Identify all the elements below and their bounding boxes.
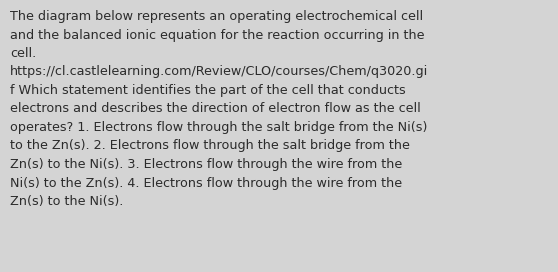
Text: to the Zn(s). 2. Electrons flow through the salt bridge from the: to the Zn(s). 2. Electrons flow through …	[10, 140, 410, 153]
Text: https://cl.castlelearning.com/Review/CLO/courses/Chem/q3020.gi: https://cl.castlelearning.com/Review/CLO…	[10, 66, 428, 79]
Text: electrons and describes the direction of electron flow as the cell: electrons and describes the direction of…	[10, 103, 421, 116]
Text: Zn(s) to the Ni(s).: Zn(s) to the Ni(s).	[10, 195, 123, 208]
Text: Ni(s) to the Zn(s). 4. Electrons flow through the wire from the: Ni(s) to the Zn(s). 4. Electrons flow th…	[10, 177, 402, 190]
Text: and the balanced ionic equation for the reaction occurring in the: and the balanced ionic equation for the …	[10, 29, 425, 42]
Text: cell.: cell.	[10, 47, 36, 60]
Text: Zn(s) to the Ni(s). 3. Electrons flow through the wire from the: Zn(s) to the Ni(s). 3. Electrons flow th…	[10, 158, 402, 171]
Text: f Which statement identifies the part of the cell that conducts: f Which statement identifies the part of…	[10, 84, 406, 97]
Text: operates? 1. Electrons flow through the salt bridge from the Ni(s): operates? 1. Electrons flow through the …	[10, 121, 427, 134]
Text: The diagram below represents an operating electrochemical cell: The diagram below represents an operatin…	[10, 10, 423, 23]
